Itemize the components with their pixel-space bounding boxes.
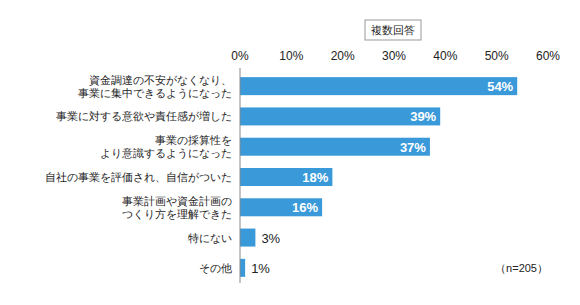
chart: 複数回答0%10%20%30%40%50%60%資金調達の不安がなくなり、事業に… xyxy=(0,0,580,305)
tick-label: 60% xyxy=(536,49,560,63)
tick-label: 20% xyxy=(331,49,355,63)
data-label: 37% xyxy=(400,140,426,155)
note: 複数回答 xyxy=(371,24,415,36)
category-label: 事業の採算性をより意識するようになった xyxy=(100,134,232,160)
data-label: 54% xyxy=(487,79,513,94)
category-label: 事業に対する意欲や責任感が増した xyxy=(56,110,232,123)
label-line: 資金調達の不安がなくなり、 xyxy=(89,74,232,86)
sample-size: （n=205） xyxy=(495,262,548,274)
data-label: 3% xyxy=(261,231,280,246)
label-line: 事業に集中できるようになった xyxy=(78,87,232,100)
bar xyxy=(240,168,332,186)
bar xyxy=(240,259,245,277)
category-label: 特にない xyxy=(188,232,232,244)
category-label: その他 xyxy=(199,262,232,274)
data-label: 39% xyxy=(410,109,436,124)
bar xyxy=(240,77,517,95)
data-label: 1% xyxy=(251,261,270,276)
axis-line xyxy=(240,68,241,283)
tick-label: 0% xyxy=(231,49,249,63)
bar xyxy=(240,198,322,216)
bar xyxy=(240,107,440,125)
tick-label: 50% xyxy=(485,49,509,63)
label-line: その他 xyxy=(199,262,232,274)
data-label: 16% xyxy=(292,200,318,215)
bars xyxy=(240,77,517,277)
tick-label: 40% xyxy=(433,49,457,63)
bar xyxy=(240,229,255,247)
label-line: 自社の事業を評価され、自信がついた xyxy=(45,171,232,183)
bar xyxy=(240,138,430,156)
tick-label: 10% xyxy=(279,49,303,63)
data-label: 18% xyxy=(302,170,328,185)
label-line: より意識するようになった xyxy=(100,147,232,160)
tick-label: 30% xyxy=(382,49,406,63)
note-box xyxy=(365,20,421,40)
label-line: つくり方を理解できた xyxy=(122,208,232,220)
label-line: 事業の採算性を xyxy=(155,134,232,146)
label-line: 事業に対する意欲や責任感が増した xyxy=(56,110,232,123)
category-label: 自社の事業を評価され、自信がついた xyxy=(45,171,232,183)
category-label: 事業計画や資金計画のつくり方を理解できた xyxy=(122,195,232,220)
category-label: 資金調達の不安がなくなり、事業に集中できるようになった xyxy=(78,74,232,100)
label-line: 事業計画や資金計画の xyxy=(122,195,232,207)
label-line: 特にない xyxy=(188,232,232,244)
